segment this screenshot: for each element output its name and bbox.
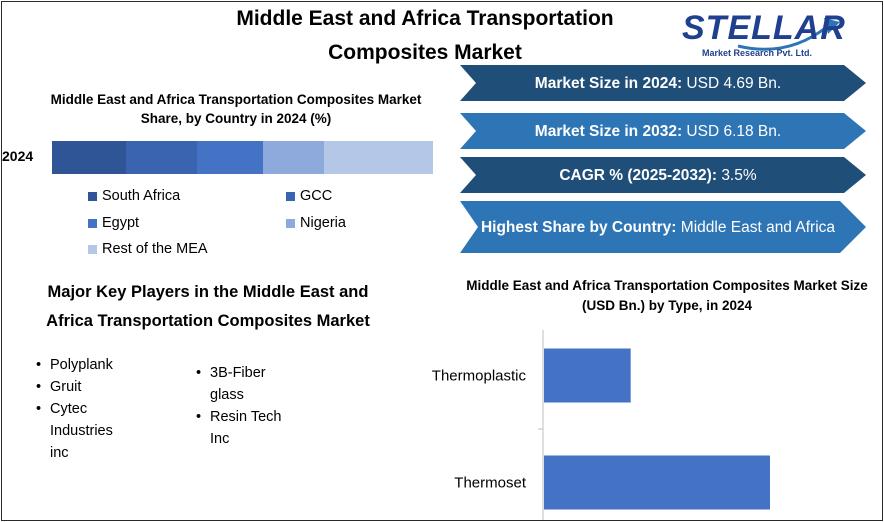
type-category-label: Thermoplastic bbox=[432, 368, 527, 385]
type-category-label: Thermoset bbox=[454, 475, 527, 492]
stat-banner-1: Market Size in 2024: USD 4.69 Bn. bbox=[460, 65, 866, 101]
stat-value: USD 4.69 Bn. bbox=[686, 74, 782, 92]
type-bar-thermoplastic bbox=[544, 348, 631, 403]
stat-banner-3: CAGR % (2025-2032): 3.5% bbox=[460, 157, 866, 193]
share-chart-title: Middle East and Africa Transportation Co… bbox=[50, 92, 422, 126]
player-item: • Gruit bbox=[36, 376, 146, 398]
share-segment-gcc bbox=[126, 141, 197, 174]
stat-banner-2: Market Size in 2032: USD 6.18 Bn. bbox=[460, 113, 866, 149]
stat-value: 3.5% bbox=[721, 166, 757, 184]
legend-label: Egypt bbox=[102, 215, 140, 231]
legend-item-south-africa: South Africa bbox=[88, 188, 180, 204]
share-segment-egypt bbox=[196, 141, 264, 174]
stat-label: Highest Share by Country: bbox=[480, 218, 677, 236]
type-chart-title: Middle East and Africa Transportation Co… bbox=[466, 278, 868, 313]
share-segment-nigeria bbox=[263, 141, 325, 174]
legend-label: GCC bbox=[300, 188, 333, 204]
legend-swatch bbox=[88, 191, 97, 201]
bullet-icon: • bbox=[36, 357, 42, 373]
bullet-icon: • bbox=[196, 409, 202, 425]
share-segment-rest-of-the-mea bbox=[324, 141, 433, 174]
players-column-1: • Polyplank • Gruit • Cytec Industries inc bbox=[36, 354, 146, 464]
legend-item-gcc: GCC bbox=[286, 188, 332, 204]
type-bar-chart: Thermoplastic Thermoset bbox=[432, 330, 770, 520]
players-column-2: • 3B-Fiberglass • Resin Tech Inc bbox=[196, 362, 296, 450]
legend-item-egypt: Egypt bbox=[88, 215, 139, 231]
logo-tagline: Market Research Pvt. Ltd. bbox=[702, 48, 813, 58]
type-bar-thermoset bbox=[544, 455, 770, 510]
legend-swatch bbox=[286, 191, 295, 201]
page-title: Middle East and Africa Transportation Co… bbox=[236, 7, 614, 64]
legend-label: Nigeria bbox=[300, 215, 346, 231]
player-item: • Cytec Industries inc bbox=[36, 398, 146, 464]
legend-item-nigeria: Nigeria bbox=[286, 215, 346, 231]
logo-arrow-icon bbox=[737, 18, 840, 51]
legend-label: South Africa bbox=[102, 188, 181, 204]
legend-swatch bbox=[286, 218, 295, 228]
banner-arrow-shape bbox=[460, 157, 866, 193]
bullet-icon: • bbox=[36, 401, 42, 417]
stat-label: Market Size in 2032: bbox=[534, 122, 683, 140]
share-segment-south-africa bbox=[52, 141, 127, 174]
legend-swatch bbox=[88, 244, 97, 254]
share-year-label: 2024 bbox=[2, 148, 34, 164]
banner-arrow-shape bbox=[460, 201, 866, 253]
legend-swatch bbox=[88, 218, 97, 228]
stat-label: CAGR % (2025-2032): bbox=[559, 166, 717, 184]
stat-value: Middle East and Africa bbox=[680, 218, 836, 236]
bullet-icon: • bbox=[196, 365, 202, 381]
legend-item-rest-of-mea: Rest of the MEA bbox=[88, 241, 208, 257]
stat-label: Market Size in 2024: bbox=[534, 74, 683, 92]
player-item: • 3B-Fiberglass bbox=[196, 362, 296, 406]
company-logo: STELLAR Market Research Pvt. Ltd. bbox=[678, 6, 858, 66]
logo-wordmark: STELLAR bbox=[682, 9, 846, 47]
banner-arrow-shape bbox=[460, 65, 866, 101]
legend-label: Rest of the MEA bbox=[102, 241, 208, 257]
banner-arrow-shape bbox=[460, 113, 866, 149]
key-players-title: Major Key Players in the Middle East and… bbox=[46, 283, 370, 330]
player-item: • Polyplank bbox=[36, 354, 146, 376]
stat-value: USD 6.18 Bn. bbox=[686, 122, 782, 140]
player-item: • Resin Tech Inc bbox=[196, 406, 296, 450]
bullet-icon: • bbox=[36, 379, 42, 395]
share-stacked-bar bbox=[52, 141, 433, 174]
stat-banner-4: Highest Share by Country: Middle East an… bbox=[460, 201, 866, 253]
